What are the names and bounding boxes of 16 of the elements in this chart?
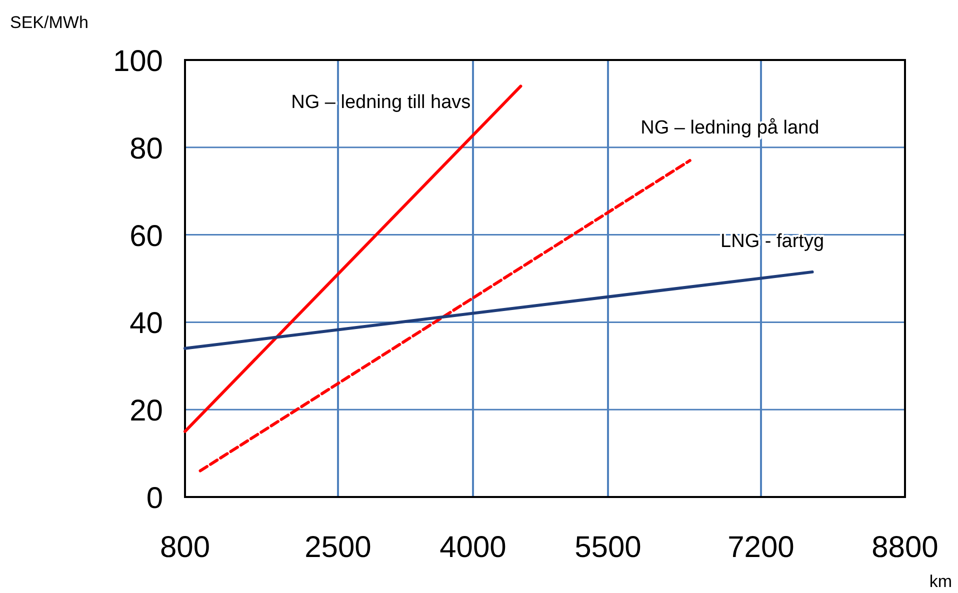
y-tick-label: 20	[130, 394, 163, 428]
x-tick-label: 5500	[574, 531, 642, 564]
y-tick-label: 0	[146, 482, 163, 515]
x-tick-label: 4000	[440, 531, 506, 564]
x-axis-title: km	[929, 572, 952, 591]
x-tick-label: 2500	[304, 531, 372, 564]
y-tick-label: 60	[130, 220, 163, 253]
x-tick-label: 800	[160, 531, 210, 564]
x-tick-label: 7200	[728, 531, 794, 564]
y-tick-label: 80	[130, 132, 163, 166]
y-axis-title: SEK/MWh	[10, 13, 88, 32]
series-label: NG – ledning till havs	[291, 92, 471, 114]
x-tick-label: 8800	[872, 531, 938, 564]
series-label: LNG - fartyg	[720, 230, 824, 252]
y-tick-label: 40	[130, 307, 163, 340]
y-tick-label: 100	[112, 45, 163, 78]
